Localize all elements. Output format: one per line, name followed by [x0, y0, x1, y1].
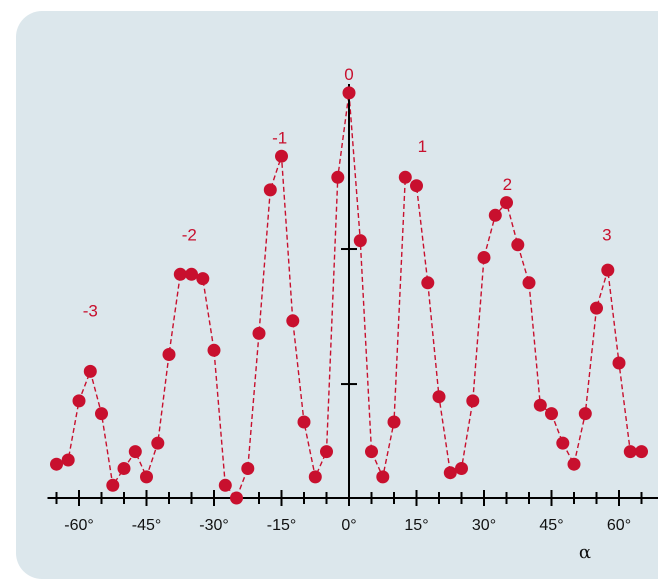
tick-group: -60° -45° -30° -15° 0° 15° 30° 45° 60°	[55, 248, 643, 534]
data-point	[590, 301, 603, 315]
data-point	[365, 445, 378, 459]
data-point	[275, 149, 288, 163]
data-point	[263, 183, 277, 197]
data-point	[567, 457, 581, 471]
data-point	[185, 267, 198, 281]
data-point	[533, 398, 547, 412]
data-point	[522, 276, 536, 290]
data-point	[398, 170, 412, 184]
data-point	[196, 272, 210, 286]
data-point	[50, 457, 63, 471]
data-point	[128, 445, 142, 459]
diffraction-order-label: -1	[272, 129, 287, 148]
series-line-group	[56, 92, 642, 500]
diffraction-order-label: 3	[602, 226, 611, 245]
data-point	[578, 407, 592, 421]
data-point	[286, 314, 300, 328]
diffraction-order-label: -3	[83, 302, 98, 321]
data-point	[297, 415, 311, 429]
data-point	[207, 343, 221, 357]
diffraction-order-label: 0	[344, 65, 353, 84]
data-point	[61, 453, 75, 467]
series-dashed-line	[56, 92, 642, 500]
data-point	[466, 394, 480, 408]
data-point	[376, 470, 390, 484]
x-tick-label: -30°	[199, 517, 229, 534]
data-point	[353, 234, 367, 248]
data-point	[387, 415, 401, 429]
x-tick-label: 15°	[404, 517, 428, 534]
data-point	[106, 478, 120, 492]
x-tick-label: 60°	[607, 517, 631, 534]
data-point	[320, 445, 333, 459]
order-label-group: -3 -2 -1 0 1 2 3	[83, 65, 612, 320]
data-point	[151, 436, 165, 450]
chart-background-panel	[16, 11, 658, 579]
data-point	[635, 445, 648, 459]
data-point	[230, 491, 243, 505]
data-point	[162, 348, 176, 361]
data-point	[488, 208, 502, 222]
data-point	[218, 478, 232, 492]
data-point-group	[50, 86, 648, 505]
data-point	[173, 267, 187, 281]
data-point	[443, 466, 457, 480]
x-axis-label: α	[579, 542, 591, 563]
data-point	[252, 326, 266, 340]
data-point	[410, 179, 423, 193]
data-point	[511, 238, 525, 252]
data-point	[308, 470, 322, 484]
data-point	[241, 462, 255, 475]
data-point	[331, 170, 345, 184]
data-point	[477, 251, 491, 264]
x-tick-label: -15°	[267, 517, 297, 534]
data-point	[500, 196, 513, 210]
data-point	[623, 445, 637, 459]
data-point	[545, 407, 558, 421]
x-tick-label: 45°	[539, 517, 563, 534]
data-point	[601, 263, 615, 277]
data-point	[612, 356, 626, 370]
data-point	[556, 436, 570, 450]
x-tick-label: 30°	[472, 517, 496, 534]
data-point	[83, 364, 97, 378]
data-point	[342, 86, 356, 100]
data-point	[95, 407, 108, 421]
data-point	[432, 390, 446, 404]
data-point	[72, 394, 86, 408]
data-point	[117, 462, 131, 475]
diffraction-order-label: 1	[418, 137, 427, 156]
diffraction-order-label: -2	[182, 226, 197, 245]
axes-group	[47, 84, 658, 499]
diffraction-order-label: 2	[503, 175, 512, 194]
data-point	[140, 470, 153, 484]
data-point	[421, 276, 435, 290]
data-point	[455, 462, 468, 475]
x-tick-label: -45°	[132, 517, 162, 534]
x-tick-label: -60°	[64, 517, 94, 534]
x-tick-label: 0°	[341, 517, 356, 534]
